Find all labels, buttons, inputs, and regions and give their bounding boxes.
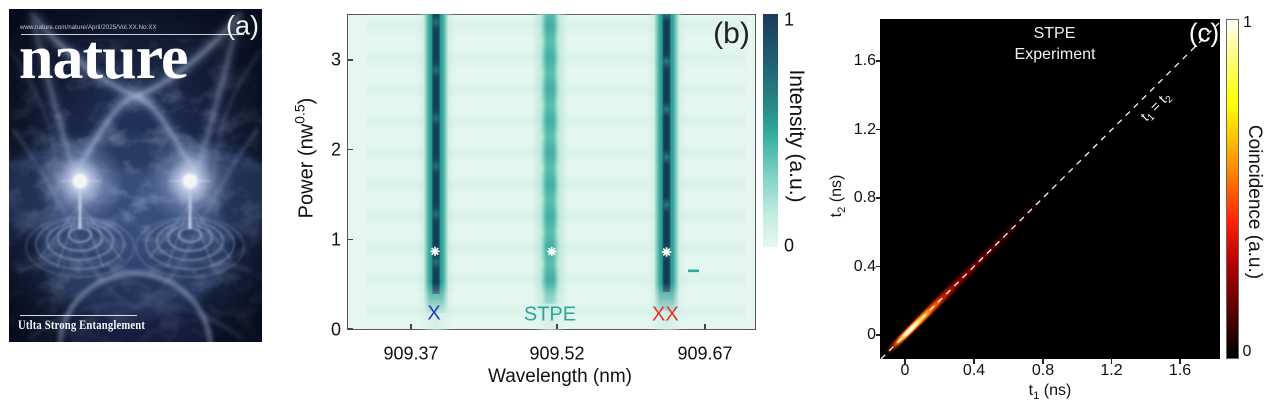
svg-text:(a): (a) [226,11,259,41]
svg-text:Experiment: Experiment [1015,46,1096,63]
svg-text:(c): (c) [1189,19,1219,48]
svg-text:t1 = t2: t1 = t2 [1137,88,1175,126]
svg-text:STPE: STPE [1034,25,1076,42]
